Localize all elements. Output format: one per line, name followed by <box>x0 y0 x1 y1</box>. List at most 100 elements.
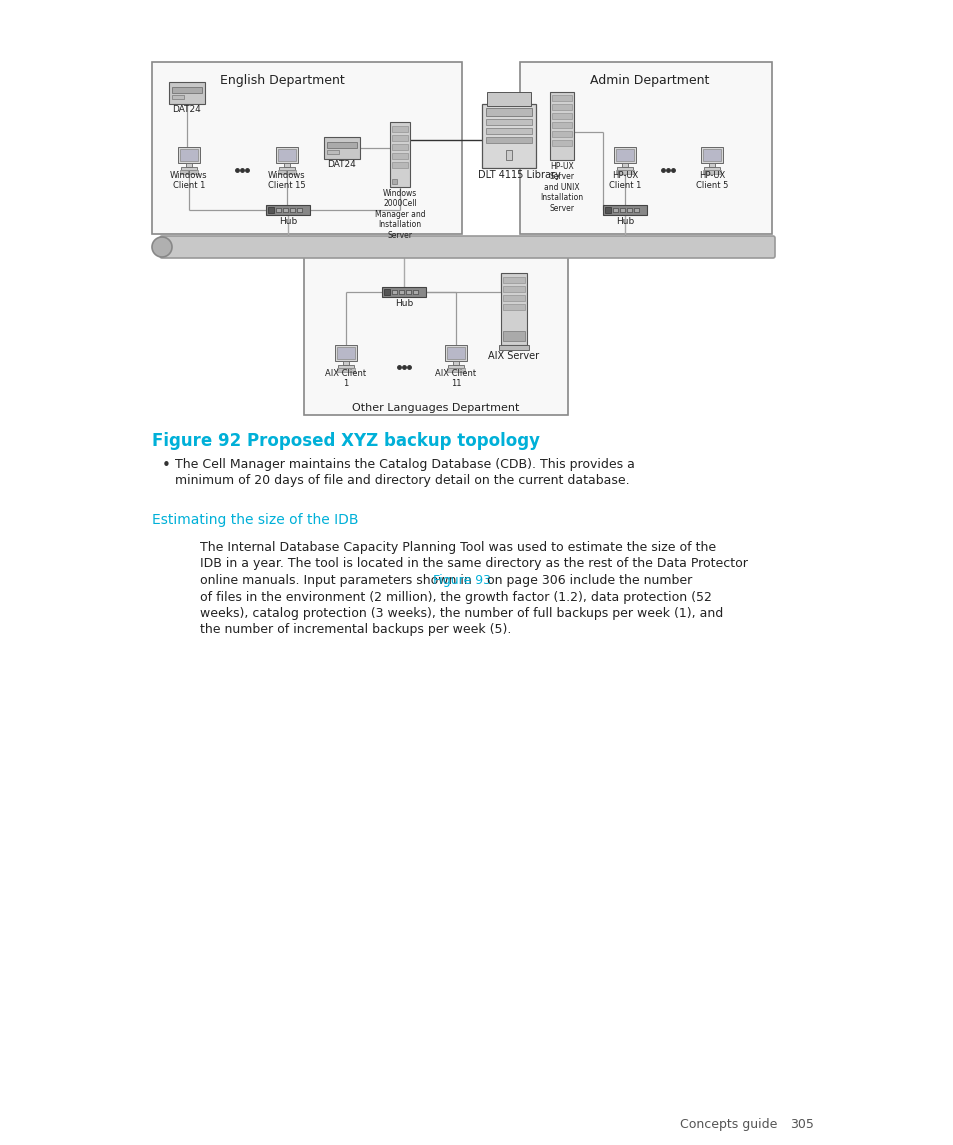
Text: online manuals. Input parameters shown in: online manuals. Input parameters shown i… <box>200 574 476 587</box>
Bar <box>485 108 532 116</box>
Text: 305: 305 <box>789 1118 813 1131</box>
Bar <box>602 205 646 215</box>
Bar <box>519 62 771 234</box>
Bar <box>169 82 205 104</box>
Bar <box>502 277 524 283</box>
Text: Windows
2000Cell
Manager and
Installation
Server: Windows 2000Cell Manager and Installatio… <box>375 189 425 239</box>
Bar <box>390 123 410 187</box>
Bar <box>486 92 531 106</box>
Bar <box>398 290 403 294</box>
Bar <box>296 208 302 212</box>
Bar <box>613 208 618 212</box>
Bar <box>604 207 610 213</box>
Bar <box>552 123 572 128</box>
Bar <box>392 126 408 132</box>
Bar <box>502 295 524 301</box>
Text: •: • <box>162 458 171 473</box>
Bar <box>447 347 464 360</box>
Text: Windows
Client 15: Windows Client 15 <box>268 171 306 190</box>
Bar <box>550 92 574 160</box>
Bar <box>392 144 408 150</box>
Bar <box>703 167 720 169</box>
Bar <box>552 113 572 119</box>
Bar <box>616 149 634 161</box>
Text: Other Languages Department: Other Languages Department <box>352 403 519 413</box>
Bar <box>708 163 714 167</box>
Text: HP-UX
Client 5: HP-UX Client 5 <box>695 171 727 190</box>
Bar <box>702 149 720 161</box>
Bar <box>277 169 295 174</box>
Bar <box>502 331 524 341</box>
Bar <box>448 365 463 368</box>
Bar <box>447 368 464 372</box>
Bar <box>485 119 532 125</box>
Bar <box>172 95 184 98</box>
Text: the number of incremental backups per week (5).: the number of incremental backups per we… <box>200 624 511 637</box>
Text: of files in the environment (2 million), the growth factor (1.2), data protectio: of files in the environment (2 million),… <box>200 591 711 603</box>
Bar <box>180 169 198 174</box>
Bar <box>290 208 294 212</box>
Bar <box>453 361 458 365</box>
Bar <box>335 345 356 361</box>
Text: DLT 4115 Library: DLT 4115 Library <box>477 169 559 180</box>
Bar <box>702 169 720 174</box>
Bar <box>327 142 356 148</box>
FancyBboxPatch shape <box>160 236 774 258</box>
Bar <box>392 290 396 294</box>
Bar <box>552 104 572 110</box>
Text: Estimating the size of the IDB: Estimating the size of the IDB <box>152 513 358 527</box>
Bar <box>172 87 202 93</box>
Text: weeks), catalog protection (3 weeks), the number of full backups per week (1), a: weeks), catalog protection (3 weeks), th… <box>200 607 722 619</box>
Text: Hub: Hub <box>395 299 413 308</box>
Bar <box>277 149 295 161</box>
Text: IDB in a year. The tool is located in the same directory as the rest of the Data: IDB in a year. The tool is located in th… <box>200 558 747 570</box>
Bar <box>268 207 274 213</box>
Bar <box>481 104 536 168</box>
Bar <box>413 290 417 294</box>
Bar <box>275 147 297 163</box>
Bar <box>178 147 200 163</box>
Text: HP-UX
Client 1: HP-UX Client 1 <box>608 171 640 190</box>
Bar <box>384 289 390 295</box>
Bar <box>621 163 627 167</box>
Bar <box>552 95 572 101</box>
Text: Figure 92 Proposed XYZ backup topology: Figure 92 Proposed XYZ backup topology <box>152 432 539 450</box>
Text: Concepts guide: Concepts guide <box>679 1118 777 1131</box>
Bar <box>616 169 634 174</box>
Bar <box>502 286 524 292</box>
Bar <box>505 150 512 160</box>
Bar <box>324 137 359 159</box>
Text: DAT24: DAT24 <box>172 105 201 115</box>
Bar <box>485 137 532 143</box>
Bar <box>700 147 722 163</box>
Bar <box>180 149 198 161</box>
Bar <box>336 368 355 372</box>
Bar <box>186 163 192 167</box>
Bar <box>266 205 310 215</box>
Bar <box>336 347 355 360</box>
Bar <box>502 305 524 310</box>
Text: Admin Department: Admin Department <box>590 74 709 87</box>
Text: AIX Client
1: AIX Client 1 <box>325 369 366 388</box>
Bar <box>485 128 532 134</box>
Bar <box>337 365 354 368</box>
Text: AIX Client
11: AIX Client 11 <box>435 369 476 388</box>
Bar <box>284 163 290 167</box>
Text: AIX Server: AIX Server <box>488 352 539 361</box>
Bar <box>392 153 408 159</box>
Bar <box>617 167 633 169</box>
Ellipse shape <box>152 237 172 256</box>
Bar <box>304 255 567 414</box>
Bar <box>381 287 426 297</box>
Bar <box>283 208 288 212</box>
Text: Hub: Hub <box>278 218 296 226</box>
Bar <box>152 62 461 234</box>
Bar <box>552 131 572 137</box>
Text: English Department: English Department <box>219 74 344 87</box>
Bar <box>634 208 639 212</box>
Bar <box>444 345 467 361</box>
Bar <box>392 135 408 141</box>
Bar <box>500 273 526 345</box>
Text: minimum of 20 days of file and directory detail on the current database.: minimum of 20 days of file and directory… <box>174 474 629 487</box>
Text: Windows
Client 1: Windows Client 1 <box>170 171 208 190</box>
